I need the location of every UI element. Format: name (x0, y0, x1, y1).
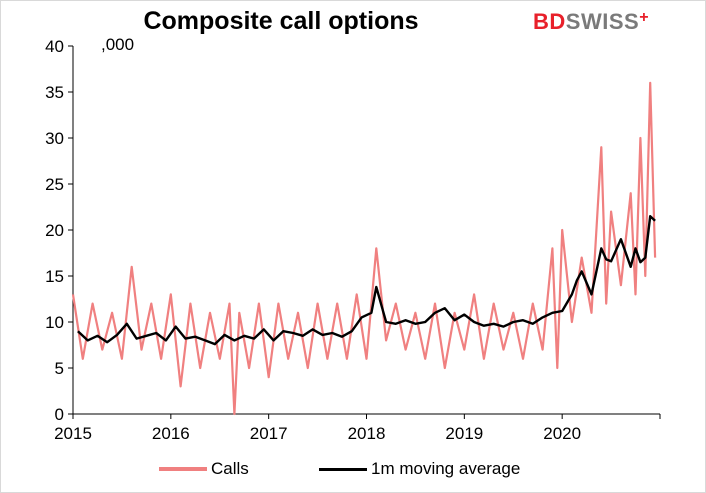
series-calls (71, 81, 657, 416)
y-tick-label: 40 (45, 37, 64, 56)
unit-label: ,000 (101, 35, 135, 54)
moving-average-line (77, 215, 656, 346)
y-tick-label: 30 (45, 129, 64, 148)
x-tick-label: 2018 (348, 424, 386, 443)
series-moving-average (77, 215, 656, 346)
y-tick-label: 35 (45, 83, 64, 102)
legend-label-calls: Calls (211, 459, 249, 478)
logo-bd: BD (533, 9, 566, 34)
legend-item-moving-average: 1m moving average (319, 459, 520, 479)
legend-item-calls: Calls (159, 459, 249, 479)
x-tick-label: 2016 (152, 424, 190, 443)
calls-line (71, 81, 657, 416)
chart-svg: 0 5 10 15 20 25 30 35 40 2015 2016 2017 2018 2019 2020 (45, 37, 661, 443)
logo-swiss: SWISS (565, 9, 640, 34)
x-tick-label: 2015 (54, 424, 92, 443)
legend-swatch-moving-average (319, 467, 367, 471)
axes: 0 5 10 15 20 25 30 35 40 2015 2016 2017 2018 2019 2020 (45, 37, 661, 443)
bdswiss-logo: BDSWISS+ (533, 9, 649, 35)
y-tick-label: 10 (45, 313, 64, 332)
legend-swatch-calls (159, 467, 207, 471)
x-tick-label: 2017 (250, 424, 288, 443)
legend: Calls 1m moving average (1, 459, 705, 483)
legend-label-moving-average: 1m moving average (371, 459, 521, 478)
y-tick-label: 5 (55, 359, 64, 378)
x-tick-label: 2020 (543, 424, 581, 443)
y-tick-label: 20 (45, 221, 64, 240)
y-tick-label: 0 (55, 405, 64, 424)
logo-plus: + (639, 9, 650, 26)
y-tick-label: 15 (45, 267, 64, 286)
chart-title: Composite call options (143, 7, 419, 35)
x-tick-label: 2019 (445, 424, 483, 443)
y-tick-label: 25 (45, 175, 64, 194)
